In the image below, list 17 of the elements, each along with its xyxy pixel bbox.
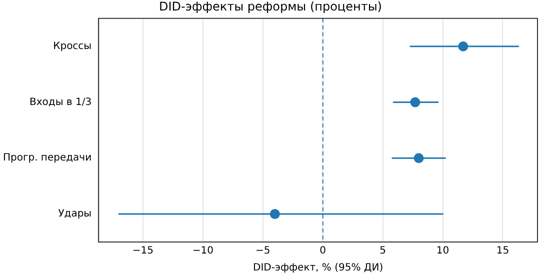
chart-title: DID-эффекты реформы (проценты) [159, 0, 382, 14]
x-tick-label: 10 [436, 246, 450, 257]
x-tick-label: −5 [256, 246, 270, 257]
y-tick-label: Удары [58, 208, 92, 220]
x-tick-label: −15 [132, 246, 154, 257]
x-axis-title: DID-эффект, % (95% ДИ) [252, 262, 384, 274]
x-tick-label: 0 [320, 246, 326, 257]
x-tick-label: −10 [192, 246, 214, 257]
y-tick-label: Входы в 1/3 [30, 96, 92, 108]
x-tick-label: 5 [380, 246, 386, 257]
point [270, 209, 280, 220]
y-tick-label: Кроссы [53, 40, 92, 52]
point [458, 41, 468, 52]
point [410, 97, 420, 108]
x-tick-label: 15 [496, 246, 510, 257]
y-tick-label: Прогр. передачи [2, 152, 92, 164]
point [414, 153, 424, 164]
